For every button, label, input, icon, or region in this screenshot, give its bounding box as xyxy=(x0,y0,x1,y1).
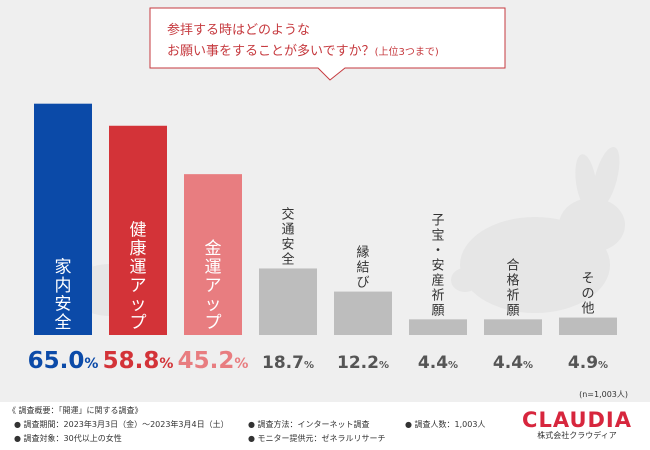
value-label: 4.4% xyxy=(493,353,533,373)
value-label: 4.9% xyxy=(568,353,608,373)
title-bubble: 参拝する時はどのような お願い事をすることが多いですか？(上位3つまで) xyxy=(149,7,506,81)
brand-subtitle: 株式会社クラウディア xyxy=(537,431,617,440)
category-label: 合格祈願 xyxy=(506,258,519,318)
brand-name: CLAUDIA xyxy=(522,408,632,432)
bar xyxy=(559,317,617,335)
bar-group: 健康運アップ xyxy=(109,125,167,335)
bar xyxy=(409,319,467,335)
bar-chart: 参拝する時はどのような お願い事をすることが多いですか？(上位3つまで) 家内安… xyxy=(27,7,617,374)
survey-method: ● 調査方法：インターネット調査 xyxy=(248,420,370,429)
chart-title-line1: 参拝する時はどのような xyxy=(167,22,310,38)
category-label: 家内安全 xyxy=(55,258,72,334)
category-label: 子宝・安産祈願 xyxy=(431,213,444,318)
value-labels-group: 65.0% 58.8% 45.2% 18.7% 12.2% 4.4% 4.4% 4.9% xyxy=(28,348,608,374)
bar-group: 縁結び xyxy=(334,245,392,335)
category-label: 交通安全 xyxy=(281,206,294,267)
bar-group: その他 xyxy=(559,272,617,335)
survey-provider-text: モニター提供元：ゼネラルリサーチ xyxy=(257,434,386,443)
bar-group: 合格祈願 xyxy=(484,258,542,335)
bars-group: 家内安全 健康運アップ 金運アップ 交通安全縁結び 子宝・安産祈願 合格祈願 その他 xyxy=(34,103,617,335)
category-label: その他 xyxy=(581,272,594,317)
bar-group: 家内安全 xyxy=(34,103,92,335)
value-label: 12.2% xyxy=(337,353,389,373)
bar xyxy=(484,319,542,335)
survey-provider: ● モニター提供元：ゼネラルリサーチ xyxy=(248,434,386,443)
brand-logo: CLAUDIA 株式会社クラウディア xyxy=(522,408,632,441)
chart-title-main: お願い事をすることが多いですか？ xyxy=(167,43,375,59)
survey-footer: 《 調査概要：「開運」に関する調査》 ● 調査期間：2023年3月3日（金）～2… xyxy=(0,402,650,450)
value-label: 4.4% xyxy=(418,353,458,373)
survey-target-text: 調査対象：30代以上の女性 xyxy=(23,434,122,443)
survey-target: ● 調査対象：30代以上の女性 xyxy=(14,434,122,443)
survey-heading: 《 調査概要：「開運」に関する調査》 xyxy=(8,406,143,415)
bar xyxy=(109,125,167,335)
bar xyxy=(34,103,92,335)
bar xyxy=(334,291,392,335)
survey-count-text: 調査人数：1,003人 xyxy=(414,420,486,429)
category-label: 金運アップ xyxy=(205,239,222,333)
sample-size-note: (n=1,003人) xyxy=(579,390,628,399)
category-label: 縁結び xyxy=(356,245,369,291)
bar-group: 交通安全 xyxy=(259,206,317,335)
bar xyxy=(259,268,317,335)
value-label: 58.8% xyxy=(103,348,174,374)
value-label: 45.2% xyxy=(178,348,249,374)
chart-title-suffix: (上位3つまで) xyxy=(375,45,439,58)
value-label: 65.0% xyxy=(28,348,99,374)
bar xyxy=(184,174,242,335)
category-label: 健康運アップ xyxy=(130,221,147,334)
bar-group: 金運アップ xyxy=(184,174,242,335)
survey-count: ● 調査人数：1,003人 xyxy=(405,420,486,429)
bar-group: 子宝・安産祈願 xyxy=(409,213,467,335)
survey-period-text: 調査期間：2023年3月3日（金）～2023年3月4日（土） xyxy=(23,420,229,429)
survey-period: ● 調査期間：2023年3月3日（金）～2023年3月4日（土） xyxy=(14,420,229,429)
chart-title-line2: お願い事をすることが多いですか？(上位3つまで) xyxy=(167,43,439,59)
survey-method-text: 調査方法：インターネット調査 xyxy=(257,420,370,429)
value-label: 18.7% xyxy=(262,353,314,373)
